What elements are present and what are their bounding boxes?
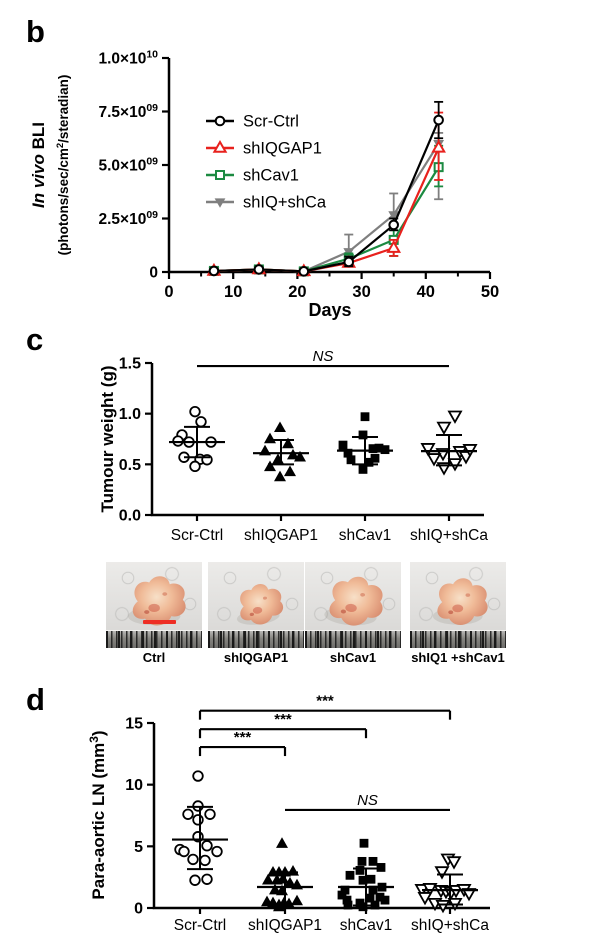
panel-label-c: c <box>26 322 44 357</box>
y-tick-label: 5.0×1009 <box>98 156 158 175</box>
y-tick-label: 5 <box>134 839 143 856</box>
y-tick-label: 15 <box>125 716 143 733</box>
category-label: shCav1 <box>339 527 392 544</box>
category-label: shIQ+shCa <box>410 527 488 544</box>
y-tick-label: 0 <box>149 265 158 282</box>
category-label: shCav1 <box>340 917 393 934</box>
significance-label: *** <box>234 729 252 746</box>
y-tick-label: 10 <box>125 777 143 794</box>
x-tick-label: 30 <box>352 283 370 301</box>
tumour-photo <box>106 562 202 648</box>
significance-label: NS <box>313 348 334 365</box>
ruler <box>208 630 304 648</box>
legend-label: shCav1 <box>243 167 299 185</box>
tumour-weight-scatter: 0.0 0.5 1.0 1.5 Scr-Ctrl shIQGAP1 shCav1 shIQ+s… <box>98 348 488 544</box>
y-axis-title: In vivo BLI <box>29 122 48 208</box>
y-axis-subtitle: (photons/sec/cm2/steradian) <box>55 75 71 256</box>
ruler <box>106 630 202 648</box>
y-tick-label: 0.0 <box>119 508 141 525</box>
x-tick-label: 20 <box>288 283 306 301</box>
tumour-specimen <box>324 576 383 626</box>
photo-label: shIQGAP1 <box>223 650 289 665</box>
legend-label: shIQGAP1 <box>243 140 322 158</box>
legend-label: Scr-Ctrl <box>243 113 299 131</box>
category-label: shIQ+shCa <box>411 917 489 934</box>
y-axis-title: Tumour weight (g) <box>98 366 117 513</box>
panel-label-b: b <box>26 14 45 49</box>
tumour-photo <box>305 562 401 648</box>
category-label: Scr-Ctrl <box>171 527 224 544</box>
ruler <box>305 630 401 648</box>
tumour-photo <box>208 562 304 648</box>
bli-line-chart: 0 2.5×1009 5.0×1009 7.5×1009 1.0×1010 0 10 20 30… <box>29 49 499 321</box>
photo-label: Ctrl <box>142 650 166 665</box>
y-tick-label: 1.0×1010 <box>98 49 158 68</box>
para-aortic-scatter: 0 5 10 15 Scr-Ctrl shIQGAP1 shCav1 shIQ+shCa Par… <box>87 693 490 934</box>
x-tick-label: 40 <box>417 283 435 301</box>
tumour-specimen <box>127 576 186 626</box>
tumour-photo <box>410 562 506 648</box>
scale-bar <box>143 620 176 624</box>
y-axis-title: Para-aortic LN (mm3) <box>87 730 108 899</box>
x-tick-label: 50 <box>481 283 499 301</box>
photo-label: shCav1 <box>329 650 377 665</box>
x-axis-title: Days <box>308 300 351 320</box>
photo-label: shIQ1 +shCav1 <box>411 650 505 665</box>
panel-label-d: d <box>26 682 45 717</box>
ruler <box>410 630 506 648</box>
series-line <box>213 119 440 273</box>
legend-label: shIQ+shCa <box>243 194 327 212</box>
y-tick-label: 1.5 <box>119 356 141 373</box>
y-tick-label: 0.5 <box>119 457 141 474</box>
tumour-specimen <box>432 578 488 626</box>
significance-label: *** <box>316 693 334 710</box>
category-label: Scr-Ctrl <box>174 917 227 934</box>
category-label: shIQGAP1 <box>244 527 318 544</box>
y-tick-label: 7.5×1009 <box>98 102 158 121</box>
y-tick-label: 2.5×1009 <box>98 209 158 228</box>
significance-label: *** <box>274 711 292 728</box>
category-label: shIQGAP1 <box>248 917 322 934</box>
y-tick-label: 1.0 <box>119 406 141 423</box>
x-tick-label: 0 <box>164 283 173 301</box>
x-tick-label: 10 <box>224 283 242 301</box>
significance-label: NS <box>357 792 378 809</box>
y-tick-label: 0 <box>134 901 143 918</box>
tumour-specimen <box>236 584 283 625</box>
